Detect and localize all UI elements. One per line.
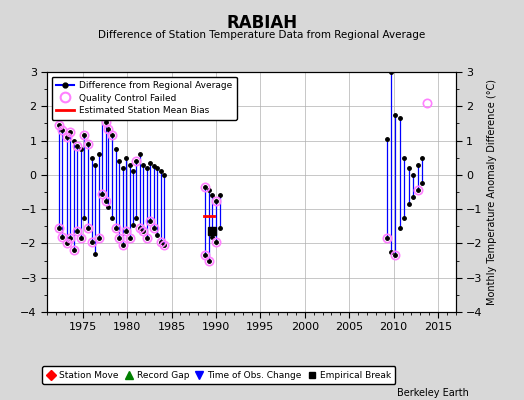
Text: Difference of Station Temperature Data from Regional Average: Difference of Station Temperature Data f… [99,30,425,40]
Legend: Station Move, Record Gap, Time of Obs. Change, Empirical Break: Station Move, Record Gap, Time of Obs. C… [42,366,396,384]
Y-axis label: Monthly Temperature Anomaly Difference (°C): Monthly Temperature Anomaly Difference (… [487,79,497,305]
Text: Berkeley Earth: Berkeley Earth [397,388,469,398]
Text: RABIAH: RABIAH [226,14,298,32]
